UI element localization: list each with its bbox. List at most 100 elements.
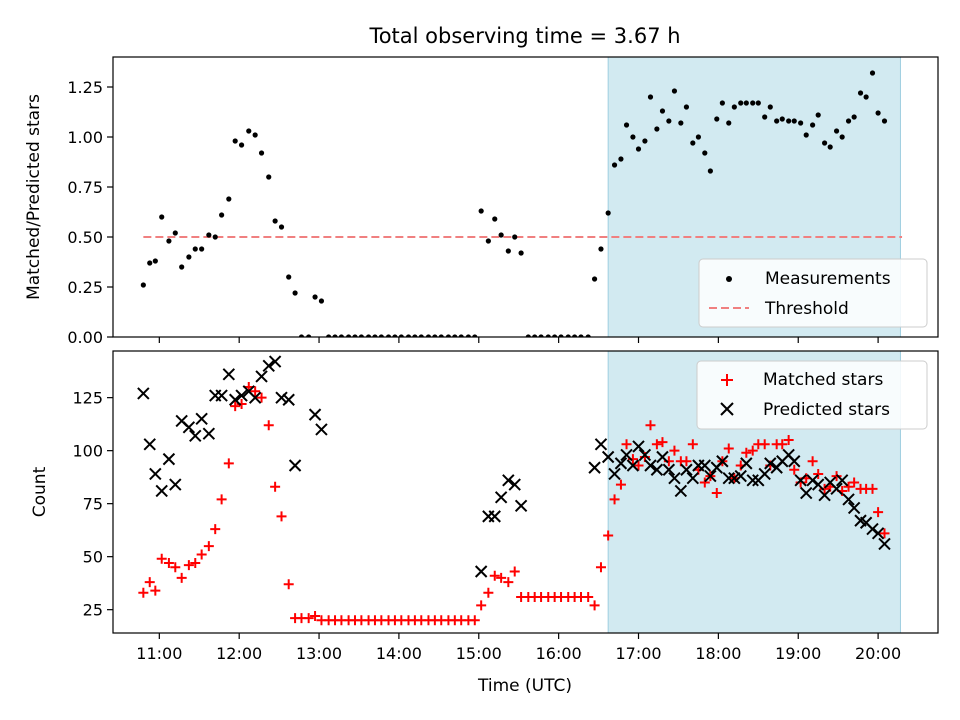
measurement-point xyxy=(152,258,158,264)
matched-point xyxy=(609,494,620,505)
predicted-point xyxy=(262,359,275,373)
x-axis-label: Time (UTC) xyxy=(477,676,572,696)
measurement-point xyxy=(827,144,833,150)
count-legend: Matched stars Predicted stars xyxy=(696,360,928,430)
measurement-point xyxy=(791,118,797,124)
measurement-point xyxy=(425,334,432,337)
predicted-point xyxy=(662,463,676,476)
matched-point xyxy=(489,570,500,581)
matched-point xyxy=(813,468,824,479)
measurement-point xyxy=(385,334,392,337)
ratio-y-tick-label: 1.00 xyxy=(67,128,103,147)
predicted-point xyxy=(800,486,813,500)
matched-point xyxy=(250,386,261,397)
matched-point xyxy=(270,481,281,492)
predicted-point xyxy=(182,421,196,434)
matched-point xyxy=(176,572,187,583)
predicted-point xyxy=(137,387,150,400)
x-tick-label: 19:00 xyxy=(775,644,821,663)
matched-point xyxy=(138,587,149,598)
measurement-point xyxy=(445,334,452,337)
predicted-point xyxy=(594,438,608,451)
predicted-point xyxy=(608,467,621,481)
count-panel-frame xyxy=(112,350,939,634)
matched-point xyxy=(759,439,770,450)
predicted-point xyxy=(155,484,168,498)
measurement-point xyxy=(392,334,398,337)
measurement-point xyxy=(707,168,713,174)
measurement-point xyxy=(578,334,584,337)
predicted-point xyxy=(764,457,777,470)
predicted-point xyxy=(818,488,831,502)
ratio-y-tick-label: 1.25 xyxy=(67,78,103,97)
predicted-point xyxy=(143,438,156,451)
predicted-point xyxy=(248,391,262,404)
measurement-point xyxy=(845,118,852,124)
legend-marker-measurements xyxy=(726,276,732,282)
predicted-point xyxy=(614,457,628,470)
predicted-point xyxy=(255,370,268,383)
matched-point xyxy=(615,479,626,490)
matched-point xyxy=(789,464,800,475)
predicted-point xyxy=(638,448,652,462)
measurement-point xyxy=(312,294,318,300)
predicted-point xyxy=(288,459,302,472)
count-y-tick-label: 100 xyxy=(72,442,103,461)
legend-label-measurements: Measurements xyxy=(765,269,891,289)
measurement-point xyxy=(714,116,720,122)
measurement-point xyxy=(863,94,869,100)
predicted-point xyxy=(222,368,236,381)
predicted-point xyxy=(228,393,242,406)
measurement-point xyxy=(166,238,172,244)
count-y-tick-label: 50 xyxy=(83,548,103,567)
measurement-point xyxy=(358,334,364,337)
measurement-point xyxy=(881,118,888,124)
measurement-point xyxy=(485,238,491,244)
predicted-point xyxy=(644,459,657,472)
matched-point xyxy=(230,401,241,412)
measurement-point xyxy=(172,230,178,236)
matched-point xyxy=(621,439,632,450)
measurement-point xyxy=(552,334,558,337)
measurement-point xyxy=(767,104,773,110)
measurement-point xyxy=(306,334,312,337)
x-tick-label: 20:00 xyxy=(855,644,901,663)
ratio-panel: 0.00 0.25 0.50 0.75 1.00 1.25 Matched/Predict… xyxy=(24,56,939,347)
matched-point xyxy=(310,611,321,622)
measurement-point xyxy=(492,216,498,222)
legend-label-predicted: Predicted stars xyxy=(763,400,890,420)
matched-point xyxy=(873,507,884,518)
measurement-point xyxy=(458,334,464,337)
count-legend-frame xyxy=(696,360,928,430)
measurement-point xyxy=(318,298,325,304)
measurement-point xyxy=(292,290,298,296)
predicted-point xyxy=(740,457,753,470)
matched-point xyxy=(645,420,656,431)
legend-label-matched: Matched stars xyxy=(763,370,883,390)
measurement-point xyxy=(352,334,358,337)
measurement-point xyxy=(678,120,684,126)
measurement-point xyxy=(525,334,531,337)
count-panel: 11:00 12:00 13:00 14:00 15:00 16:00 17:00 18:00… xyxy=(30,350,939,696)
matched-point xyxy=(190,558,201,569)
legend-label-threshold: Threshold xyxy=(764,299,849,319)
measurement-point xyxy=(498,232,504,238)
predicted-point xyxy=(494,491,508,504)
measurement-point xyxy=(869,70,876,76)
ratio-series-0 xyxy=(140,70,888,337)
measurement-point xyxy=(418,334,424,337)
measurement-point xyxy=(278,224,285,230)
predicted-point xyxy=(842,493,855,506)
matched-point xyxy=(156,553,167,564)
predicted-point xyxy=(601,450,615,464)
ratio-y-tick-label: 0.75 xyxy=(67,178,103,197)
measurement-point xyxy=(623,122,630,128)
predicted-point xyxy=(235,389,248,402)
predicted-point xyxy=(215,389,228,402)
predicted-point xyxy=(878,537,891,551)
measurement-point xyxy=(232,138,238,144)
measurement-point xyxy=(258,150,265,156)
predicted-point xyxy=(275,391,288,404)
count-y-tick-label: 25 xyxy=(83,601,103,620)
